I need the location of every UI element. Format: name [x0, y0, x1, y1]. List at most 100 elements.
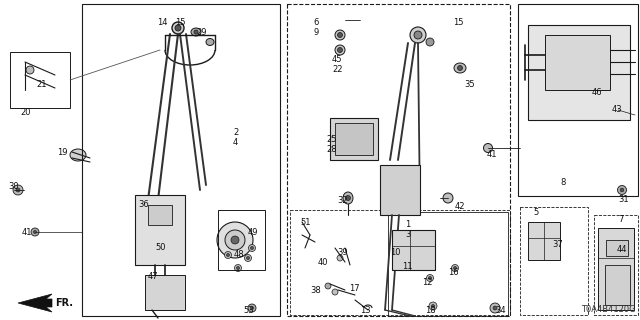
Circle shape [614, 106, 622, 114]
Text: 53: 53 [243, 306, 253, 315]
Circle shape [172, 22, 184, 34]
Circle shape [483, 143, 493, 153]
Circle shape [31, 228, 39, 236]
Circle shape [598, 98, 602, 102]
Circle shape [620, 188, 624, 192]
Circle shape [335, 30, 345, 40]
Text: FR.: FR. [55, 298, 73, 308]
Text: 50: 50 [155, 243, 166, 252]
Text: 30: 30 [8, 182, 19, 191]
Ellipse shape [191, 28, 201, 36]
Bar [380, 165, 420, 215]
Circle shape [337, 47, 342, 52]
Circle shape [13, 185, 23, 195]
Bar [10, 52, 70, 108]
Bar [606, 240, 628, 256]
Circle shape [138, 218, 182, 262]
Text: 21: 21 [36, 80, 47, 89]
Text: 25: 25 [326, 135, 337, 144]
Bar [545, 35, 610, 90]
Ellipse shape [343, 192, 353, 204]
Text: 34: 34 [495, 306, 506, 315]
Circle shape [231, 236, 239, 244]
Text: 8: 8 [560, 178, 565, 187]
Circle shape [541, 227, 548, 234]
Circle shape [146, 206, 154, 214]
Text: 11: 11 [402, 262, 413, 271]
Circle shape [154, 234, 166, 246]
Circle shape [346, 196, 351, 201]
Circle shape [246, 257, 250, 260]
Circle shape [451, 265, 458, 271]
Text: 42: 42 [455, 202, 465, 211]
Circle shape [26, 66, 34, 74]
Bar [520, 207, 588, 315]
Text: 48: 48 [234, 250, 244, 259]
Circle shape [534, 248, 538, 252]
Circle shape [607, 236, 609, 239]
Bar [594, 215, 638, 315]
Circle shape [558, 42, 598, 82]
Text: 40: 40 [318, 258, 328, 267]
Bar [335, 123, 373, 155]
Circle shape [458, 66, 463, 70]
Circle shape [227, 253, 230, 257]
Circle shape [454, 267, 456, 269]
Circle shape [237, 267, 239, 269]
Text: 28: 28 [326, 145, 337, 154]
Text: 1: 1 [405, 220, 410, 229]
Circle shape [613, 296, 621, 304]
Ellipse shape [206, 38, 214, 45]
Text: 13: 13 [360, 306, 371, 315]
Text: 7: 7 [618, 215, 623, 224]
Circle shape [348, 134, 360, 146]
Circle shape [175, 25, 181, 31]
Circle shape [337, 33, 342, 37]
Bar [605, 265, 630, 305]
Text: 43: 43 [612, 105, 623, 114]
Circle shape [431, 305, 435, 308]
Bar [388, 212, 508, 316]
Text: 44: 44 [617, 245, 627, 254]
Circle shape [531, 245, 541, 255]
Circle shape [543, 228, 547, 231]
Bar [218, 210, 265, 270]
Circle shape [234, 265, 241, 271]
Circle shape [429, 276, 431, 279]
Circle shape [225, 252, 232, 259]
Circle shape [337, 255, 343, 261]
Text: T0A4B4120G: T0A4B4120G [581, 305, 636, 314]
Text: 2: 2 [233, 128, 238, 137]
Text: 46: 46 [592, 88, 603, 97]
Circle shape [335, 45, 345, 55]
Circle shape [33, 230, 36, 234]
Circle shape [250, 246, 253, 250]
Text: 49: 49 [248, 228, 259, 237]
Bar [148, 205, 172, 225]
Circle shape [493, 306, 497, 310]
Circle shape [605, 235, 611, 242]
Circle shape [426, 275, 433, 282]
Circle shape [194, 30, 198, 34]
Text: 15: 15 [453, 18, 463, 27]
Circle shape [410, 27, 426, 43]
Circle shape [325, 283, 331, 289]
Text: 39: 39 [337, 248, 348, 257]
Bar [330, 118, 378, 160]
Text: 17: 17 [349, 284, 360, 293]
Text: 37: 37 [552, 240, 563, 249]
Text: 29: 29 [196, 28, 207, 37]
Text: 38: 38 [310, 286, 321, 295]
Text: 31: 31 [618, 195, 628, 204]
Ellipse shape [426, 38, 434, 46]
Text: 20: 20 [20, 108, 31, 117]
Circle shape [390, 180, 410, 200]
Text: 16: 16 [448, 268, 459, 277]
Text: 12: 12 [422, 278, 433, 287]
Text: 18: 18 [425, 306, 436, 315]
Bar [145, 275, 185, 310]
Text: 4: 4 [233, 138, 238, 147]
Text: 3: 3 [405, 230, 410, 239]
Text: 22: 22 [332, 65, 342, 74]
Bar [598, 228, 634, 310]
